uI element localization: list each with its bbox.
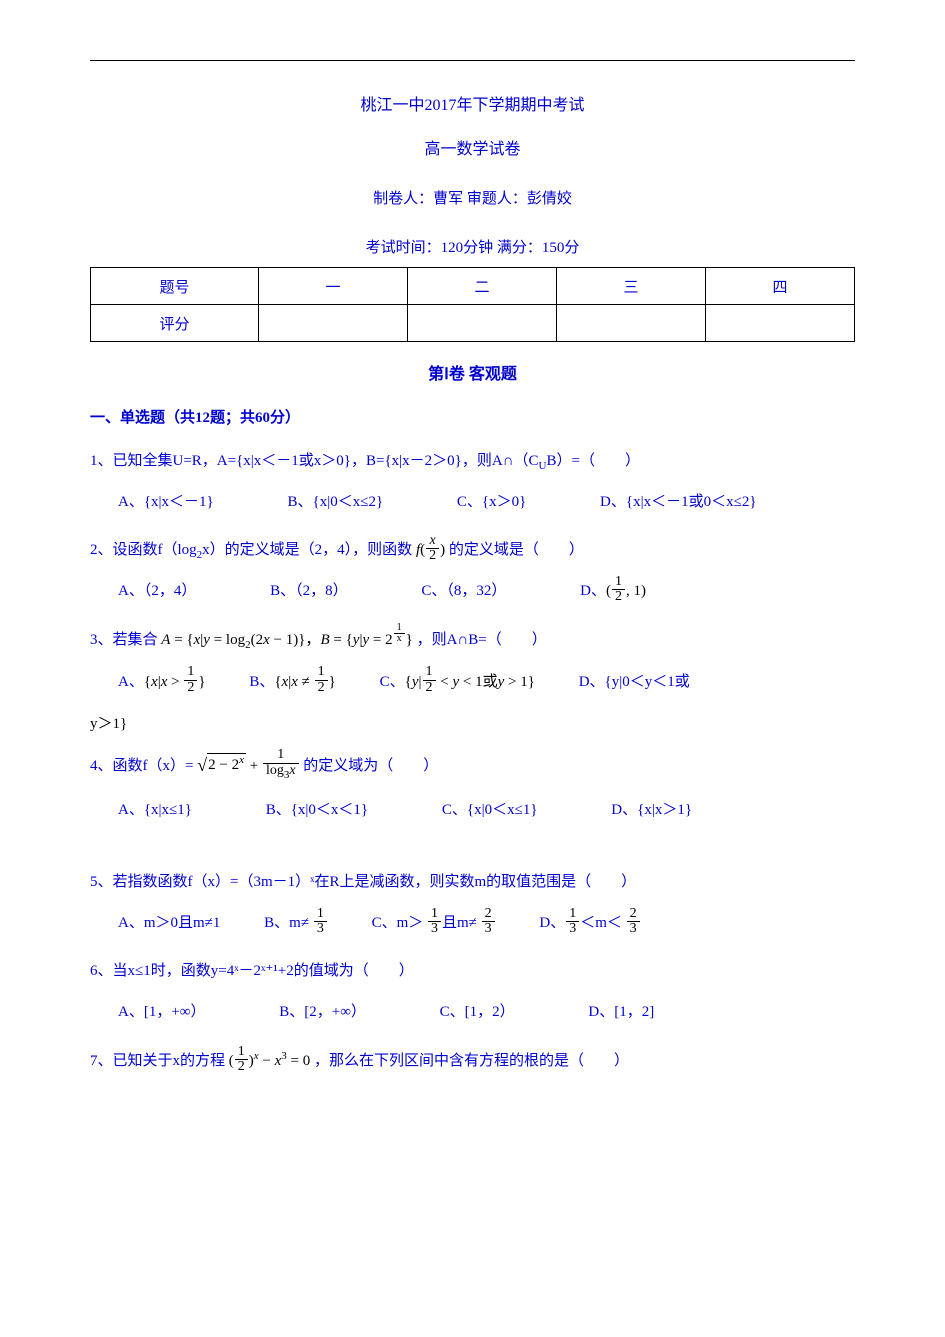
col-header: 四 — [705, 268, 854, 305]
exam-authors: 制卷人：曹军 审题人：彭倩姣 — [90, 187, 855, 208]
q4-opt-b: B、{x|0＜x＜1} — [266, 802, 368, 818]
math-q3b: {x|x ≠ 12} — [274, 674, 336, 690]
score-cell — [259, 305, 408, 342]
q1-opt-b: B、{x|0＜x≤2} — [288, 494, 384, 510]
q5-opt-a: A、m＞0且m≠1 — [118, 915, 220, 931]
q2-stem-b: x）的定义域是（2，4），则函数 — [202, 542, 416, 558]
q3-cont: y＞1} — [90, 708, 855, 741]
q3-opt-b-pre: B、 — [249, 674, 274, 690]
q6-options: A、[1，+∞） B、[2，+∞） C、[1，2） D、[1，2] — [90, 994, 855, 1030]
frac-1-3: 13 — [314, 907, 327, 937]
col-header: 一 — [259, 268, 408, 305]
q2-opt-b: B、（2，8） — [270, 583, 348, 599]
q4-opt-d: D、{x|x＞1} — [611, 802, 692, 818]
math-q3c: {y|12 < y < 1或y > 1} — [405, 674, 535, 690]
q4-stem-a: 4、函数f（x）= — [90, 758, 193, 774]
q3-stem-a: 3、若集合 — [90, 632, 158, 648]
q2-options: A、（2，4） B、（2，8） C、（8，32） D、(12, 1) — [90, 573, 855, 609]
q7-stem-b: ，那么在下列区间中含有方程的根的是（ ） — [314, 1053, 629, 1069]
section-header: 第Ⅰ卷 客观题 — [90, 360, 855, 384]
table-row: 题号 一 二 三 四 — [91, 268, 855, 305]
subsection-header: 一、单选题（共12题；共60分） — [90, 406, 855, 427]
score-cell — [705, 305, 854, 342]
q5-options: A、m＞0且m≠1 B、m≠ 13 C、m＞ 13且m≠ 23 D、13＜m＜ … — [90, 905, 855, 941]
q2-stem-c: 的定义域是（ ） — [449, 542, 584, 558]
math-set-a: A = {x|y = log2(2x − 1)}，B = {y|y = 21x} — [161, 632, 413, 648]
question-3: 3、若集合 A = {x|y = log2(2x − 1)}，B = {y|y … — [90, 623, 855, 657]
q5-opt-c-pre: C、m＞ — [372, 915, 427, 931]
q1-options: A、{x|x＜－1} B、{x|0＜x≤2} C、{x＞0} D、{x|x＜－1… — [90, 484, 855, 520]
score-cell — [408, 305, 557, 342]
q3-opt-c-pre: C、 — [380, 674, 405, 690]
q6-stem: 6、当x≤1时，函数y=4ˣ－2ˣ⁺¹+2的值域为（ ） — [90, 963, 414, 979]
math-q7-expr: (12)x − x3 = 0 — [229, 1053, 311, 1069]
q5-stem: 5、若指数函数f（x）=（3m－1）ˣ在R上是减函数，则实数m的取值范围是（ ） — [90, 874, 636, 890]
q2-opt-d-pre: D、 — [580, 583, 606, 599]
question-1: 1、已知全集U=R，A={x|x＜－1或x＞0}，B={x|x－2＞0}，则A∩… — [90, 445, 855, 478]
q1-stem-b: B）=（ ） — [546, 453, 639, 469]
math-interval-half-one: (12, 1) — [606, 583, 646, 599]
exam-time: 考试时间：120分钟 满分：150分 — [90, 236, 855, 257]
exam-subtitle: 高一数学试卷 — [90, 135, 855, 159]
col-header: 二 — [408, 268, 557, 305]
question-2: 2、设函数f（log2x）的定义域是（2，4），则函数 f(x2) 的定义域是（… — [90, 534, 855, 567]
q1-opt-a: A、{x|x＜－1} — [118, 494, 214, 510]
q3-cont-text: y＞1} — [90, 716, 127, 732]
math-q3a: {x|x > 12} — [144, 674, 206, 690]
question-6: 6、当x≤1时，函数y=4ˣ－2ˣ⁺¹+2的值域为（ ） — [90, 955, 855, 988]
q6-opt-c: C、[1，2） — [440, 1004, 515, 1020]
exam-title: 桃江一中2017年下学期期中考试 — [90, 91, 855, 115]
q2-stem-a: 2、设函数f（log — [90, 542, 197, 558]
frac-1-3: 13 — [566, 907, 579, 937]
q4-stem-b: 的定义域为（ ） — [303, 758, 438, 774]
col-header: 三 — [557, 268, 706, 305]
row-label: 评分 — [91, 305, 259, 342]
table-row: 评分 — [91, 305, 855, 342]
q6-opt-d: D、[1，2] — [588, 1004, 654, 1020]
question-5: 5、若指数函数f（x）=（3m－1）ˣ在R上是减函数，则实数m的取值范围是（ ） — [90, 866, 855, 899]
col-header: 题号 — [91, 268, 259, 305]
frac-2-3: 23 — [627, 907, 640, 937]
q3-opt-a-pre: A、 — [118, 674, 144, 690]
q5-opt-d-mid: ＜m＜ — [580, 915, 625, 931]
q3-opt-d: D、{y|0＜y＜1或 — [579, 674, 690, 690]
q6-opt-a: A、[1，+∞） — [118, 1004, 205, 1020]
q5-opt-d-pre: D、 — [539, 915, 565, 931]
exam-page: 桃江一中2017年下学期期中考试 高一数学试卷 制卷人：曹军 审题人：彭倩姣 考… — [0, 0, 945, 1124]
question-7: 7、已知关于x的方程 (12)x − x3 = 0 ，那么在下列区间中含有方程的… — [90, 1044, 855, 1078]
q3-stem-b: ，则A∩B=（ ） — [417, 632, 547, 648]
math-f-x-over-2: f(x2) — [416, 542, 445, 558]
score-cell — [557, 305, 706, 342]
q1-opt-c: C、{x＞0} — [457, 494, 526, 510]
q1-stem-a: 1、已知全集U=R，A={x|x＜－1或x＞0}，B={x|x－2＞0}，则A∩… — [90, 453, 539, 469]
frac-2-3: 23 — [482, 907, 495, 937]
q4-options: A、{x|x≤1} B、{x|0＜x＜1} C、{x|0＜x≤1} D、{x|x… — [90, 792, 855, 828]
frac-1-3: 13 — [428, 907, 441, 937]
q4-opt-a: A、{x|x≤1} — [118, 802, 192, 818]
q2-opt-a: A、（2，4） — [118, 583, 196, 599]
q4-opt-c: C、{x|0＜x≤1} — [442, 802, 538, 818]
q2-opt-c: C、（8，32） — [421, 583, 506, 599]
q5-opt-c-mid: 且m≠ — [442, 915, 481, 931]
q5-opt-b-pre: B、m≠ — [264, 915, 313, 931]
q7-stem-a: 7、已知关于x的方程 — [90, 1053, 229, 1069]
score-table: 题号 一 二 三 四 评分 — [90, 267, 855, 342]
top-rule — [90, 60, 855, 61]
q6-opt-b: B、[2，+∞） — [279, 1004, 366, 1020]
q1-opt-d: D、{x|x＜－1或0＜x≤2} — [600, 494, 756, 510]
math-q4-expr: √2 − 2x + 1log3x — [197, 758, 303, 774]
q3-options: A、{x|x > 12} B、{x|x ≠ 12} C、{y|12 < y < … — [90, 664, 855, 700]
question-4: 4、函数f（x）= √2 − 2x + 1log3x 的定义域为（ ） — [90, 747, 855, 787]
